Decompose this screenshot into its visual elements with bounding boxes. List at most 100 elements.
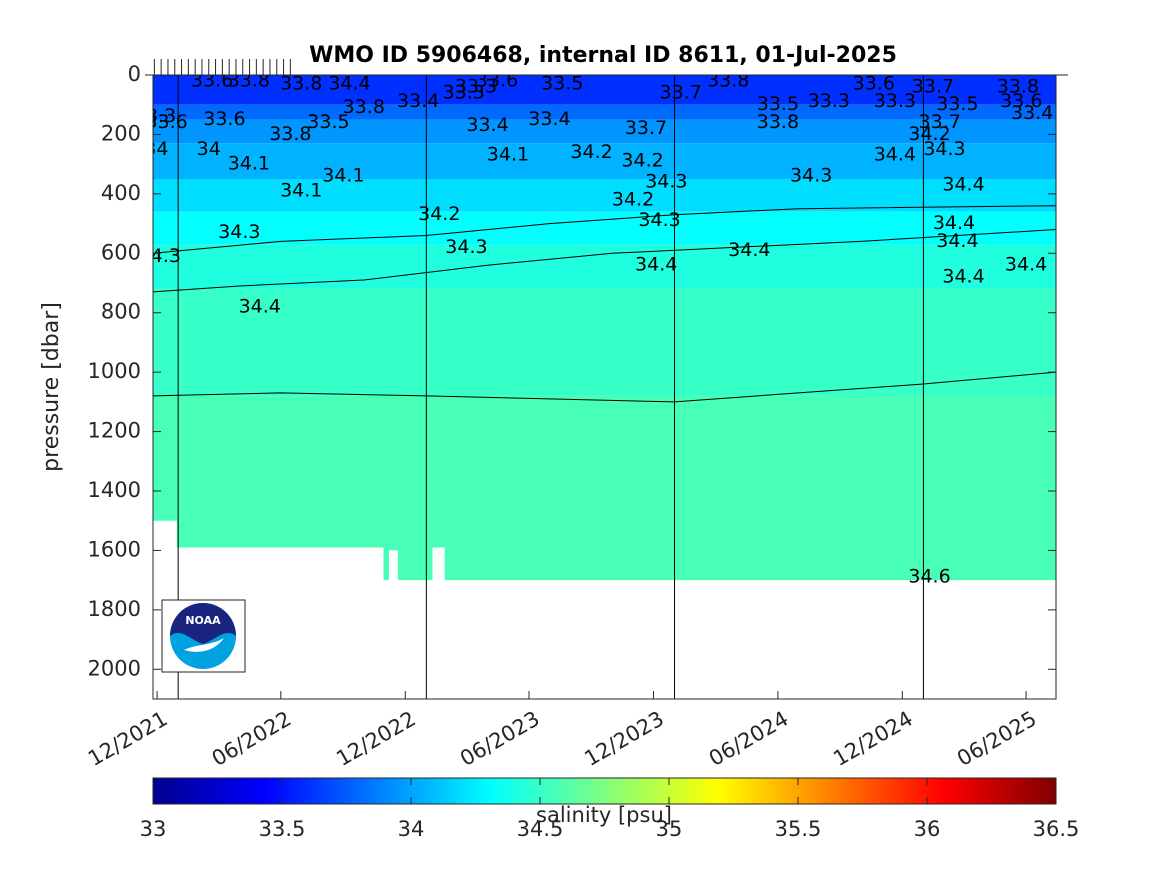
contour-label: 34.4 [942,266,984,288]
colorbar-label: salinity [psu] [536,803,672,827]
contour-label: 33.3 [455,75,497,97]
contour-label: 34.1 [280,179,322,201]
salinity-layer [153,288,1056,396]
colorbar-tick-label: 33 [140,817,167,841]
contour-label: 33.7 [919,111,961,133]
contour-label: 34.2 [570,141,612,163]
contour-label: 33.5 [307,111,349,133]
contour-label: 33.4 [466,114,508,136]
contour-label: 34.3 [638,209,680,231]
y-tick-label: 400 [101,181,141,205]
contour-label: 33.5 [541,72,583,94]
contour-label: 34.3 [218,221,260,243]
profile-date-ticks [145,59,1068,76]
contour-label: 33.7 [625,117,667,139]
contour-label: 33.4 [397,90,439,112]
contour-label: 34.3 [790,165,832,187]
contour-label: 34.4 [328,72,370,94]
salinity-layer [153,104,1056,120]
salinity-layer [153,75,1056,105]
contour-label: 34.2 [621,150,663,172]
contour-label: 34.2 [418,203,460,225]
contour-label: 33.8 [228,69,270,91]
contour-label: 33.7 [660,81,702,103]
contour-label: 33.7 [912,75,954,97]
x-axis: 12/2021 06/2022 12/2022 06/2023 12/2023 06/20… [84,691,1041,771]
contour-label: 33.4 [528,108,570,130]
noaa-logo-text: NOAA [185,614,221,627]
colorbar-tick-label: 36.5 [1033,817,1080,841]
chart-title: WMO ID 5906468, internal ID 8611, 01-Jul… [309,43,897,68]
x-tick-label: 06/2025 [953,707,1041,771]
x-tick-label: 06/2024 [705,707,793,771]
contour-label: 33.8 [997,75,1039,97]
isohaline-34.5 [153,371,1056,403]
contour-label: 34.4 [936,230,978,252]
y-tick-label: 600 [101,240,141,264]
contour-label: 33.3 [874,90,916,112]
x-tick-label: 12/2022 [332,707,420,771]
y-tick-label: 1000 [88,359,141,383]
colorbar: 33 33.5 34 34.5 35 35.5 36 36.5 salinity [psu] [140,777,1080,841]
colorbar-tick-label: 35.5 [775,817,822,841]
y-tick-label: 0 [128,62,141,86]
contour-label: 33.6 [476,69,518,91]
x-tick-label: 12/2021 [84,707,172,771]
contour-label: 34.2 [908,123,950,145]
y-tick-label: 800 [101,300,141,324]
y-tick-label: 2000 [88,656,141,680]
plot-area: 34 3434.134.134.134.334.334.434.234.334.1… [134,69,1056,699]
y-tick-label: 1200 [88,419,141,443]
colorbar-tick-label: 34.5 [517,817,564,841]
contour-labels: 34 3434.134.134.134.334.334.434.234.334.1… [134,69,1053,588]
contour-label: 33.5 [936,93,978,115]
x-tick-label: 06/2023 [456,707,544,771]
contour-label: 33.6 [853,72,895,94]
colorbar-ticks: 33 33.5 34 34.5 35 35.5 36 36.5 [140,778,1080,841]
contour-label: 34.4 [942,173,984,195]
colorbar-tick-label: 36 [914,817,941,841]
contour-label: 33.6 [1000,90,1042,112]
contour-label: 33.6 [191,69,233,91]
contour-label: 34.4 [728,239,770,261]
y-tick-label: 1800 [88,597,141,621]
x-tick-label: 12/2024 [829,707,917,771]
x-tick-label: 12/2023 [580,707,668,771]
y-tick-label: 1400 [88,478,141,502]
year-divider-lines [177,75,924,699]
contour-label: 34.4 [239,295,281,317]
salinity-layer [153,244,1056,289]
contour-label: 34 [144,138,168,160]
salinity-layer [153,211,1056,245]
contour-label: 34.6 [908,566,950,588]
x-tick-label: 06/2022 [208,707,296,771]
y-tick-label: 1600 [88,537,141,561]
y-axis: 0 200 400 600 800 1000 1200 1400 1600 1800 2000 [88,62,1056,680]
contour-label: 33.5 [757,93,799,115]
contour-label: 34.1 [322,165,364,187]
colorbar-tick-label: 34 [398,817,425,841]
salinity-layer [153,143,1056,179]
colorbar-gradient [152,777,1057,805]
salinity-layer [153,119,1056,144]
contour-label: 34.4 [874,144,916,166]
contour-label: 34.1 [228,153,270,175]
contour-label: 33.6 [203,108,245,130]
contour-label: 33.3 [443,81,485,103]
isohaline-34.4 [153,229,1056,293]
contour-label: 34.1 [487,144,529,166]
contour-label: 33.6 [145,111,187,133]
y-axis-label: pressure [dbar] [39,302,64,472]
contour-label: 34.4 [635,254,677,276]
contour-label: 33.8 [757,111,799,133]
contour-label: 34.3 [645,170,687,192]
colorbar-tick-label: 33.5 [259,817,306,841]
isohaline-34.3 [153,205,1056,254]
contour-label: 34.4 [1005,254,1047,276]
contour-label: 33.3 [134,105,176,127]
salinity-layer [153,179,1056,212]
contour-label: 34.3 [445,236,487,258]
contour-label: 33.4 [1011,102,1053,124]
colorbar-tick-label: 35 [656,817,683,841]
